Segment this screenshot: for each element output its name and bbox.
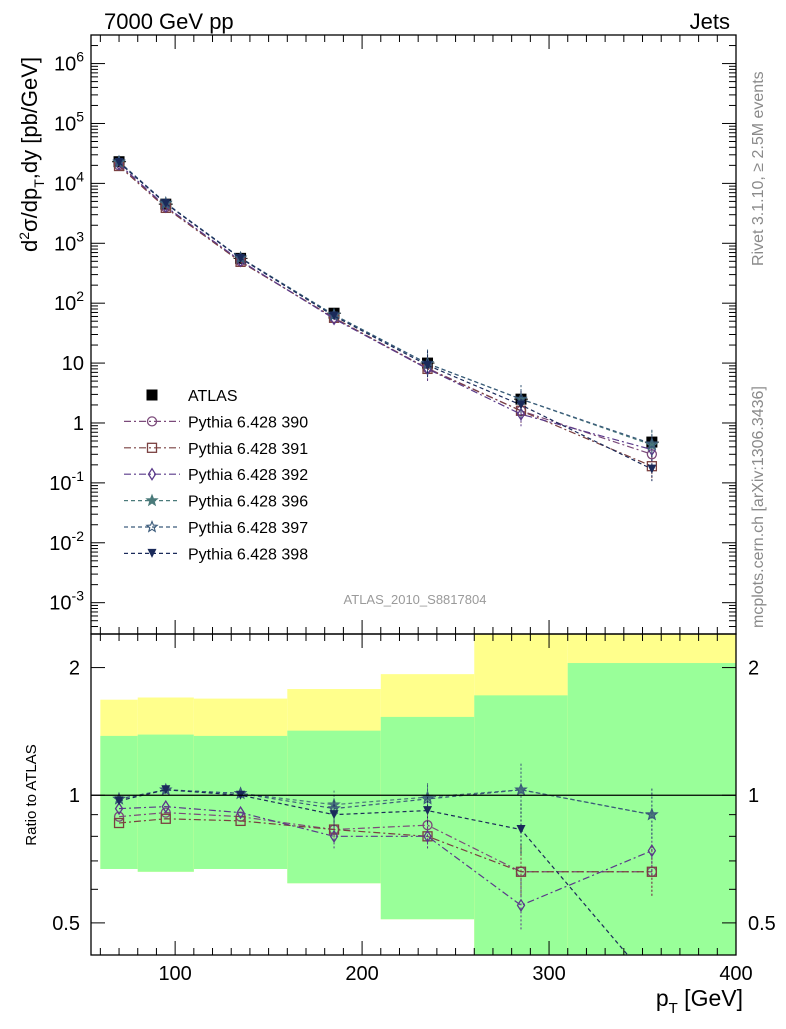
mc-marker	[647, 464, 657, 474]
mc-marker	[146, 416, 158, 427]
mc-marker	[235, 815, 246, 827]
main-y-tick-label: 105	[54, 108, 84, 135]
green-band-bin	[137, 734, 194, 872]
mc-marker	[423, 829, 432, 844]
main-panel-frame	[90, 34, 737, 635]
ratio-series-line	[119, 806, 653, 907]
mc-marker	[236, 805, 245, 820]
mc-marker	[645, 807, 659, 821]
mc-marker	[161, 199, 171, 209]
main-y-tick-label: 102	[54, 288, 84, 315]
main-y-tick-label: 10-3	[49, 588, 84, 615]
data-marker	[146, 389, 158, 401]
x-tick-label: 400	[719, 963, 752, 985]
mcplots-side-text: mcplots.cern.ch [arXiv:1306.3436]	[750, 386, 767, 628]
legend-label: Pythia 6.428 398	[188, 546, 308, 563]
mc-marker	[113, 811, 125, 822]
mc-marker	[647, 843, 657, 858]
series-line	[118, 163, 653, 451]
mc-marker	[646, 866, 658, 877]
axes: 10-3 10-2 10-1 1 10 102 103 104 105 106 100 200 300 4…	[49, 34, 776, 985]
mc-marker	[515, 866, 527, 877]
mc-marker	[160, 807, 171, 818]
header-right: Jets	[690, 9, 730, 34]
mc-marker	[145, 493, 159, 507]
ratio-y-axis-label: Ratio to ATLAS	[23, 744, 40, 845]
analysis-tag: ATLAS_2010_S8817804	[344, 592, 487, 607]
mc-marker	[329, 311, 339, 321]
ratio-y-tick-label: 0.5	[52, 913, 80, 935]
ratio-y-tick-label: 1	[69, 785, 80, 807]
mc-marker	[114, 796, 124, 806]
mc-marker	[147, 548, 157, 558]
ratio-panel-frame	[90, 633, 737, 956]
uncertainty-bands	[100, 634, 736, 955]
main-y-tick-label: 10	[62, 353, 84, 375]
legend-label: ATLAS	[188, 388, 238, 405]
ratio-series	[91, 763, 736, 955]
main-y-tick-label: 106	[54, 49, 84, 76]
mc-marker	[145, 519, 159, 533]
mc-marker	[423, 806, 433, 816]
legend-label: Pythia 6.428 390	[188, 414, 308, 431]
mc-marker	[514, 782, 528, 796]
legend-label: Pythia 6.428 392	[188, 467, 308, 484]
mc-marker	[161, 785, 171, 795]
x-tick-label: 100	[158, 963, 191, 985]
mc-marker	[329, 810, 339, 820]
mc-marker	[161, 799, 171, 814]
green-band-bin	[193, 735, 288, 869]
legend-label: Pythia 6.428 396	[188, 494, 308, 511]
mc-marker	[113, 817, 125, 829]
ratio-y-tick-label-right: 1	[748, 785, 759, 807]
x-axis-label: pT [GeV]	[656, 985, 743, 1017]
legend: ATLAS Pythia 6.428 390 Pythia 6.428 391 Pyt…	[124, 388, 308, 563]
legend-label: Pythia 6.428 397	[188, 520, 308, 537]
main-y-tick-label: 104	[54, 168, 84, 195]
ratio-y-tick-label-right: 2	[748, 658, 759, 680]
main-series	[112, 154, 659, 484]
mc-marker	[516, 898, 526, 913]
main-y-tick-label: 103	[54, 228, 84, 255]
mc-marker	[160, 813, 171, 824]
rivet-side-text: Rivet 3.1.10, ≥ 2.5M events	[750, 71, 767, 266]
mc-marker	[516, 407, 526, 421]
header-left: 7000 GeV pp	[104, 9, 234, 34]
mc-marker	[236, 253, 246, 263]
series-line	[118, 164, 653, 455]
mc-marker	[114, 801, 124, 816]
mc-marker	[423, 360, 433, 370]
legend-label: Pythia 6.428 391	[188, 441, 308, 458]
x-tick-label: 300	[532, 963, 565, 985]
mc-marker	[147, 467, 157, 481]
ratio-y-tick-label-right: 0.5	[748, 913, 776, 935]
mc-marker	[516, 400, 526, 410]
x-tick-label: 200	[345, 963, 378, 985]
mc-marker	[645, 436, 659, 450]
mc-marker	[329, 829, 339, 844]
ratio-y-tick-label: 2	[69, 658, 80, 680]
mc-marker	[146, 442, 158, 453]
main-y-axis-label: d2σ/dpT,dy [pb/GeV]	[16, 57, 47, 252]
mc-marker	[516, 825, 526, 835]
main-y-tick-label: 10-1	[49, 468, 84, 495]
main-y-tick-label: 1	[73, 413, 84, 435]
main-y-tick-label: 10-2	[49, 528, 84, 555]
mc-marker	[114, 158, 124, 168]
